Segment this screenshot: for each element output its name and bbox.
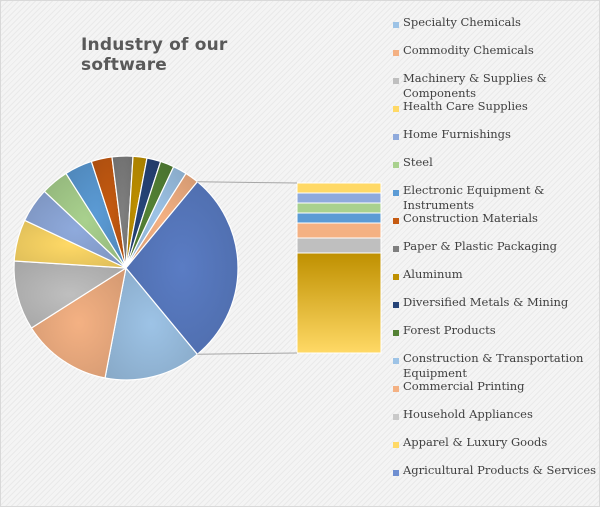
- legend-label: Agricultural Products & Services: [403, 463, 597, 477]
- legend-swatch: [393, 246, 399, 252]
- legend-label: Commercial Printing: [403, 379, 525, 393]
- legend-label: Forest Products: [403, 323, 496, 337]
- legend-swatch: [393, 162, 399, 168]
- legend-swatch: [393, 50, 399, 56]
- legend-label: Home Furnishings: [403, 127, 511, 141]
- chart-title: Industry of our software: [81, 35, 228, 75]
- legend-swatch: [393, 470, 399, 476]
- legend-swatch: [393, 218, 399, 224]
- legend-label: Household Appliances: [403, 407, 533, 421]
- pie-slice-specialty-chemicals: [104, 266, 199, 381]
- legend-swatch: [393, 134, 399, 140]
- legend-label: Aluminum: [403, 267, 463, 281]
- bar-segment: [296, 237, 382, 254]
- legend-swatch: [393, 386, 399, 392]
- legend-label: Construction Materials: [403, 211, 538, 225]
- legend-swatch: [393, 358, 399, 364]
- legend-label: Construction & Transportation Equipment: [403, 351, 584, 380]
- legend-swatch: [393, 442, 399, 448]
- pie-slice-commodity-chemicals: [30, 266, 127, 379]
- bar-segment: [296, 202, 382, 214]
- legend-label: Health Care Supplies: [403, 99, 528, 113]
- legend-label: Paper & Plastic Packaging: [403, 239, 558, 253]
- legend-label: Commodity Chemicals: [403, 43, 534, 57]
- legend-swatch: [393, 22, 399, 28]
- legend-label: Specialty Chemicals: [403, 15, 521, 29]
- bar-segment: [296, 222, 382, 239]
- legend-swatch: [393, 330, 399, 336]
- legend-label: Apparel & Luxury Goods: [403, 435, 548, 449]
- pie-slice-other: [125, 180, 239, 356]
- legend-swatch: [393, 414, 399, 420]
- connector-line-top: [197, 181, 298, 184]
- bar-segment: [296, 182, 382, 194]
- connector-line-bottom: [197, 352, 298, 355]
- legend-label: Diversified Metals & Mining: [403, 295, 569, 309]
- legend-swatch: [393, 190, 399, 196]
- bar-segment: [296, 192, 382, 204]
- legend-swatch: [393, 78, 399, 84]
- legend-swatch: [393, 106, 399, 112]
- legend-label: Machinery & Supplies & Components: [403, 71, 547, 100]
- legend-swatch: [393, 274, 399, 280]
- bar-segment: [296, 212, 382, 224]
- legend-swatch: [393, 302, 399, 308]
- legend-label: Electronic Equipment & Instruments: [403, 183, 545, 212]
- legend-label: Steel: [403, 155, 433, 169]
- bar-segment: [296, 252, 382, 354]
